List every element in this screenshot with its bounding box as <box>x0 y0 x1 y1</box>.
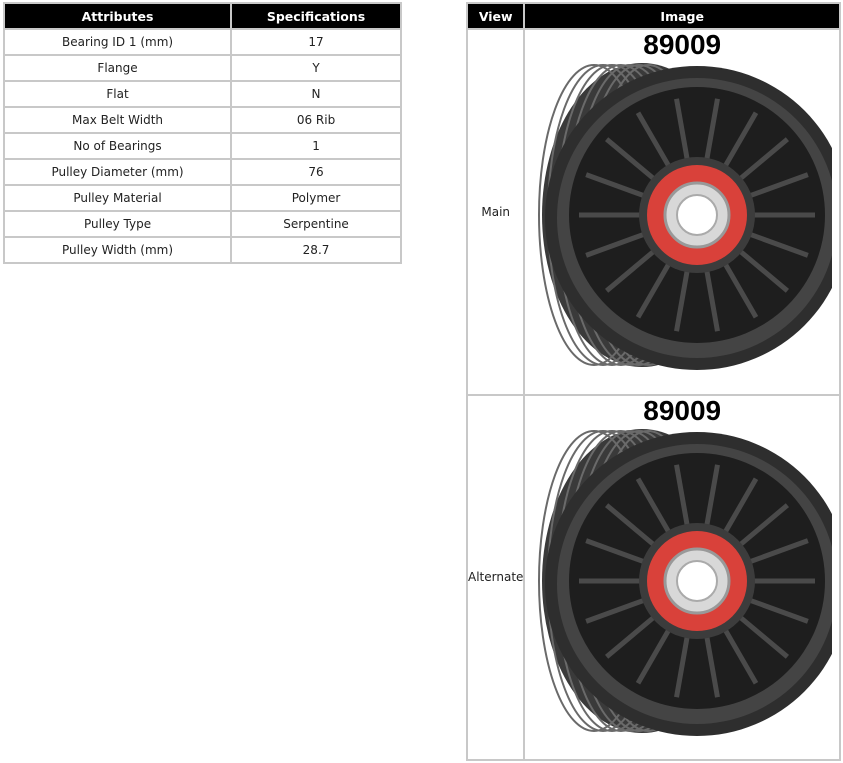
table-row: Pulley Width (mm) 28.7 <box>2 236 402 264</box>
spec-value: 06 Rib <box>230 106 402 134</box>
header-view: View <box>465 1 526 31</box>
image-row-alternate: Alternate 89009 <box>465 393 841 762</box>
part-number: 89009 <box>643 29 722 61</box>
image-cell: 89009 <box>523 28 841 396</box>
view-label: Alternate <box>465 393 526 762</box>
table-row: No of Bearings 1 <box>2 132 402 160</box>
table-row: Flange Y <box>2 54 402 82</box>
attribute-name: Flange <box>2 54 233 82</box>
part-number: 89009 <box>643 394 722 426</box>
view-label: Main <box>465 28 526 396</box>
table-row: Bearing ID 1 (mm) 17 <box>2 28 402 56</box>
pulley-icon <box>538 428 833 736</box>
table-row: Flat N <box>2 80 402 108</box>
spec-value: Polymer <box>230 184 402 212</box>
image-cell: 89009 <box>523 393 841 762</box>
image-row-main: Main 89009 <box>465 28 841 396</box>
attributes-table: Attributes Specifications Bearing ID 1 (… <box>2 2 402 264</box>
spec-value: 28.7 <box>230 236 402 264</box>
attribute-name: Bearing ID 1 (mm) <box>2 28 233 56</box>
attribute-name: Pulley Diameter (mm) <box>2 158 233 186</box>
table-row: Pulley Material Polymer <box>2 184 402 212</box>
header-specifications: Specifications <box>230 2 402 30</box>
attribute-name: Pulley Type <box>2 210 233 238</box>
pulley-icon <box>538 63 833 371</box>
attribute-name: Pulley Width (mm) <box>2 236 233 264</box>
table-row: Pulley Diameter (mm) 76 <box>2 158 402 186</box>
spec-value: 17 <box>230 28 402 56</box>
image-table: View Image Main 89009 Alternate 89009 <box>465 1 841 762</box>
header-row: Attributes Specifications <box>2 2 402 30</box>
header-attributes: Attributes <box>2 2 233 30</box>
pulley-image[interactable] <box>525 60 839 380</box>
spec-value: Serpentine <box>230 210 402 238</box>
spec-value: N <box>230 80 402 108</box>
pulley-image[interactable] <box>525 426 839 746</box>
attribute-name: Flat <box>2 80 233 108</box>
attribute-name: Pulley Material <box>2 184 233 212</box>
table-row: Pulley Type Serpentine <box>2 210 402 238</box>
header-row: View Image <box>465 1 841 31</box>
spec-value: 1 <box>230 132 402 160</box>
spec-value: Y <box>230 54 402 82</box>
table-row: Max Belt Width 06 Rib <box>2 106 402 134</box>
attribute-name: Max Belt Width <box>2 106 233 134</box>
header-image: Image <box>523 1 841 31</box>
spec-value: 76 <box>230 158 402 186</box>
attribute-name: No of Bearings <box>2 132 233 160</box>
